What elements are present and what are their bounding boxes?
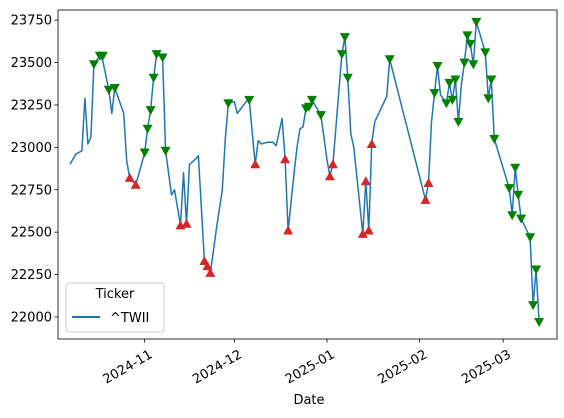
legend-entry-label: ^TWII (110, 311, 149, 326)
green-down-triangle-marker (507, 211, 518, 221)
green-down-triangle-marker (528, 301, 539, 311)
green-down-triangle-marker (148, 73, 159, 83)
green-down-triangle-marker (510, 163, 521, 173)
red-up-triangle-marker (250, 159, 261, 169)
y-tick-label: 23500 (11, 56, 52, 71)
red-up-triangle-marker (205, 267, 216, 277)
red-up-triangle-marker (360, 176, 371, 186)
green-down-triangle-marker (444, 78, 455, 88)
green-down-triangle-marker (441, 99, 452, 109)
y-tick-label: 23250 (11, 98, 52, 113)
green-down-triangle-marker (432, 62, 443, 71)
green-down-triangle-marker (486, 75, 497, 85)
red-up-triangle-marker (423, 178, 434, 187)
green-down-triangle-marker (304, 102, 314, 112)
green-down-triangle-marker (109, 84, 120, 93)
green-down-triangle-marker (223, 99, 234, 109)
y-tick-label: 23000 (11, 141, 52, 156)
green-down-triangle-marker (160, 146, 171, 156)
y-axis: 22000 22250 22500 22750 23000 23250 23500 23750 (11, 14, 58, 325)
red-up-triangle-marker (420, 194, 431, 204)
legend: Ticker ^TWII (65, 282, 165, 333)
green-down-triangle-marker (88, 60, 99, 70)
red-up-triangle-marker (181, 218, 192, 228)
green-down-triangle-marker (453, 117, 464, 127)
green-down-triangle-marker (534, 318, 545, 327)
green-down-triangle-marker (513, 190, 524, 200)
y-tick-label: 22750 (11, 183, 52, 198)
y-tick-label: 22000 (11, 310, 52, 325)
green-down-triangle-marker (462, 31, 473, 41)
green-down-triangle-marker (244, 95, 255, 105)
green-down-triangle-marker (342, 73, 353, 83)
green-down-triangle-marker (429, 89, 440, 99)
legend-box (65, 282, 165, 333)
green-down-triangle-marker (450, 75, 461, 85)
green-down-triangle-marker (315, 111, 326, 121)
red-up-triangle-marker (202, 261, 213, 271)
green-down-triangle-marker (489, 134, 500, 144)
green-down-triangle-marker (103, 85, 114, 95)
x-axis-label: Date (293, 393, 324, 408)
green-down-triangle-marker (157, 53, 168, 63)
red-up-triangle-marker (280, 154, 291, 164)
y-tick-label: 22500 (11, 226, 52, 241)
green-down-triangle-marker (151, 50, 162, 60)
green-down-triangle-marker (468, 60, 479, 70)
red-up-triangle-marker (327, 159, 338, 169)
plot-frame (57, 9, 558, 340)
y-tick-label: 23750 (11, 14, 52, 29)
green-down-triangle-marker (504, 184, 515, 194)
legend-title: Ticker (95, 287, 135, 302)
green-down-triangle-marker (145, 106, 156, 116)
series-layer (69, 21, 540, 323)
green-down-triangle-marker (480, 48, 491, 58)
green-down-triangle-marker (531, 265, 542, 275)
green-down-triangle-marker (471, 17, 482, 27)
y-tick-label: 22250 (11, 268, 52, 283)
red-up-triangle-marker (130, 179, 141, 189)
green-down-triangle-marker (516, 214, 527, 224)
red-up-triangle-marker (357, 228, 368, 238)
red-up-triangle-marker (366, 139, 377, 148)
green-down-triangle-marker (465, 39, 476, 49)
red-up-triangle-marker (124, 172, 135, 182)
series-line-0 (69, 21, 540, 323)
green-down-triangle-marker (525, 233, 536, 243)
green-down-triangle-marker (339, 33, 350, 43)
marker-layer (88, 17, 545, 327)
green-down-triangle-marker (307, 95, 317, 105)
green-down-triangle-marker (459, 58, 470, 68)
green-down-triangle-marker (447, 95, 458, 105)
red-up-triangle-marker (283, 225, 294, 235)
green-down-triangle-marker (384, 55, 395, 65)
red-up-triangle-marker (363, 225, 374, 235)
green-down-triangle-marker (483, 94, 494, 104)
green-down-triangle-marker (142, 124, 153, 134)
red-up-triangle-marker (324, 171, 335, 181)
green-down-triangle-marker (139, 148, 150, 158)
green-down-triangle-marker (97, 51, 108, 61)
green-down-triangle-marker (336, 50, 347, 60)
